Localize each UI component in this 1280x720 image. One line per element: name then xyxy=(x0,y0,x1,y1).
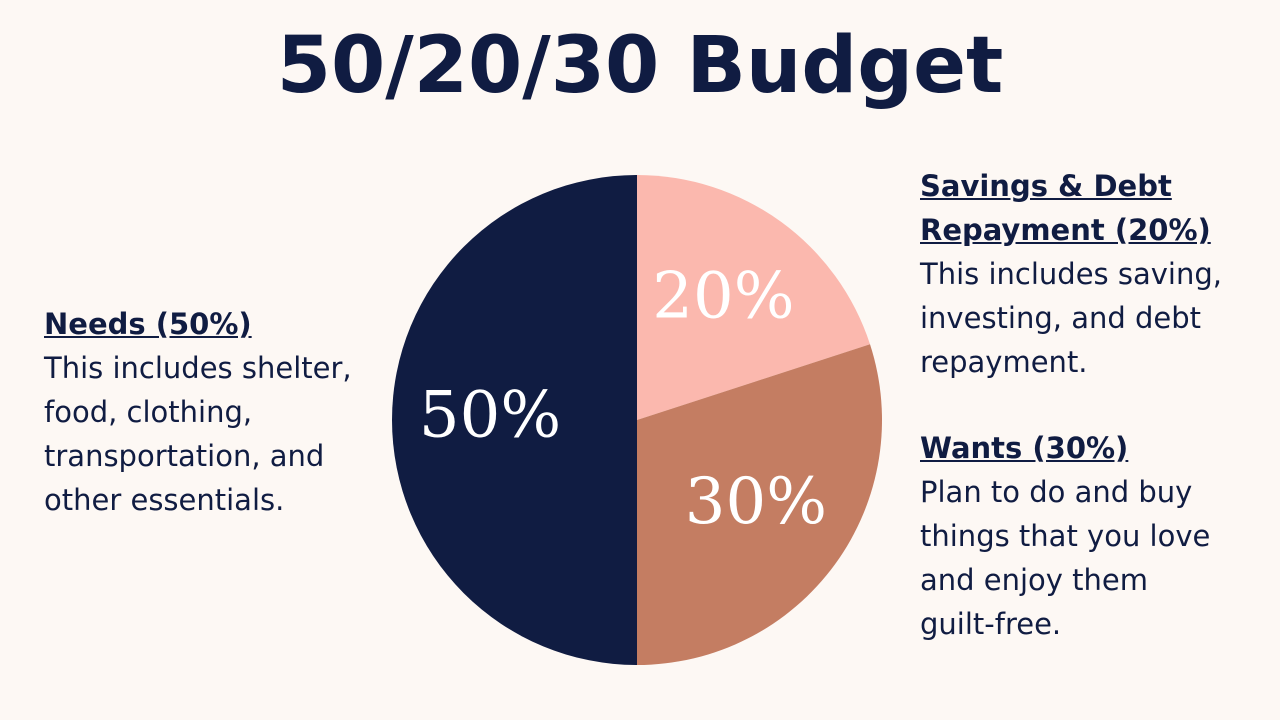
annotation-heading: Wants (30%) xyxy=(920,431,1129,465)
pie-slice xyxy=(637,175,871,420)
slice-label: 30% xyxy=(685,465,827,539)
annotation-text: guilt-free. xyxy=(920,607,1062,641)
annotation-text: transportation, and xyxy=(44,439,325,473)
annotation-text: repayment. xyxy=(920,345,1088,379)
annotation-heading: Needs (50%) xyxy=(44,307,252,341)
annotation-heading: Savings & Debt xyxy=(920,169,1172,203)
chart-title: 50/20/30 Budget xyxy=(277,21,1004,111)
annotation-heading: Repayment (20%) xyxy=(920,213,1211,247)
slice-label: 50% xyxy=(419,379,561,453)
annotation-text: investing, and debt xyxy=(920,301,1202,335)
annotation-text: other essentials. xyxy=(44,483,285,517)
annotation: Wants (30%) Plan to do and buy things that… xyxy=(920,426,1210,646)
annotation-text: This includes shelter, xyxy=(44,351,352,385)
annotation-text: things that you love xyxy=(920,519,1211,553)
slice-label: 20% xyxy=(652,260,794,334)
pie-slice xyxy=(637,344,883,666)
annotation-text: and enjoy them xyxy=(920,563,1149,597)
annotation-text: food, clothing, xyxy=(44,395,253,429)
pie-slice xyxy=(392,175,637,665)
annotation: Needs (50%) This includes shelter, food, c… xyxy=(44,302,352,522)
annotation: Savings & Debt Repayment (20%) This includ… xyxy=(920,164,1222,384)
annotation-text: Plan to do and buy xyxy=(920,475,1193,509)
annotation-text: This includes saving, xyxy=(920,257,1222,291)
